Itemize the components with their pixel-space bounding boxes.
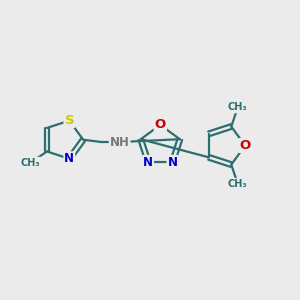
Text: NH: NH xyxy=(110,136,130,148)
Text: S: S xyxy=(64,114,74,127)
Text: N: N xyxy=(167,156,177,169)
Text: O: O xyxy=(155,118,166,131)
Text: N: N xyxy=(64,152,74,165)
Text: CH₃: CH₃ xyxy=(228,102,248,112)
Text: CH₃: CH₃ xyxy=(228,179,248,189)
Text: N: N xyxy=(143,156,153,169)
Text: O: O xyxy=(239,139,251,152)
Text: CH₃: CH₃ xyxy=(21,158,40,168)
